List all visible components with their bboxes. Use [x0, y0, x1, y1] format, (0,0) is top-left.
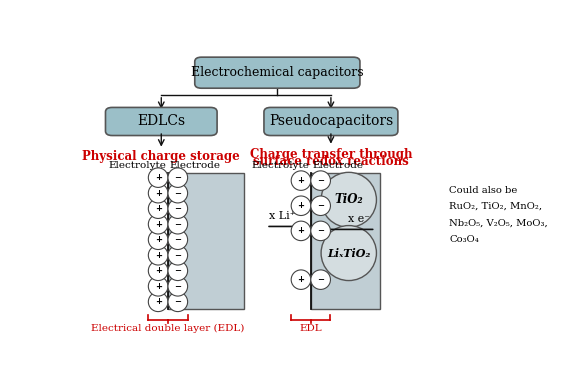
Text: −: − — [317, 275, 324, 284]
Text: +: + — [154, 251, 162, 260]
Text: x e⁻: x e⁻ — [348, 214, 370, 224]
Ellipse shape — [291, 171, 311, 190]
Ellipse shape — [168, 292, 188, 311]
Text: −: − — [175, 297, 181, 306]
Ellipse shape — [321, 172, 377, 227]
Ellipse shape — [149, 230, 168, 250]
Text: EDLCs: EDLCs — [137, 114, 185, 129]
Ellipse shape — [149, 261, 168, 281]
Ellipse shape — [149, 168, 168, 187]
Text: +: + — [297, 275, 305, 284]
Ellipse shape — [321, 225, 377, 281]
FancyBboxPatch shape — [105, 108, 217, 136]
Text: Electrochemical capacitors: Electrochemical capacitors — [191, 66, 363, 79]
Ellipse shape — [149, 245, 168, 265]
Text: +: + — [154, 282, 162, 291]
Text: Physical charge storage: Physical charge storage — [82, 151, 240, 164]
Ellipse shape — [149, 292, 168, 311]
Ellipse shape — [311, 270, 331, 290]
Text: +: + — [154, 204, 162, 213]
Text: +: + — [297, 227, 305, 235]
Text: −: − — [175, 251, 181, 260]
Text: Electrolyte: Electrolyte — [108, 161, 166, 170]
FancyBboxPatch shape — [195, 57, 360, 88]
Text: −: − — [175, 189, 181, 198]
Ellipse shape — [149, 215, 168, 234]
Ellipse shape — [168, 230, 188, 250]
Ellipse shape — [149, 184, 168, 203]
Text: Pseudocapacitors: Pseudocapacitors — [269, 114, 393, 129]
Text: −: − — [175, 220, 181, 229]
Text: −: − — [175, 282, 181, 291]
Ellipse shape — [291, 196, 311, 215]
Ellipse shape — [168, 261, 188, 281]
Text: +: + — [297, 176, 305, 185]
Text: Electrical double layer (EDL): Electrical double layer (EDL) — [91, 324, 245, 333]
Text: +: + — [154, 266, 162, 275]
Text: x Li⁺: x Li⁺ — [268, 211, 295, 221]
Ellipse shape — [168, 276, 188, 296]
Text: Electrolyte: Electrolyte — [251, 161, 309, 170]
Text: LiₓTiO₂: LiₓTiO₂ — [327, 248, 370, 258]
Text: surface redox reactions: surface redox reactions — [253, 156, 409, 169]
Ellipse shape — [149, 199, 168, 218]
Ellipse shape — [311, 171, 331, 190]
Ellipse shape — [168, 245, 188, 265]
Text: Co₃O₄: Co₃O₄ — [449, 235, 479, 243]
Text: −: − — [175, 266, 181, 275]
Text: +: + — [154, 297, 162, 306]
Text: RuO₂, TiO₂, MnO₂,: RuO₂, TiO₂, MnO₂, — [449, 202, 543, 211]
Text: −: − — [175, 235, 181, 244]
Text: −: − — [317, 227, 324, 235]
Ellipse shape — [168, 215, 188, 234]
Text: −: − — [175, 204, 181, 213]
Ellipse shape — [168, 184, 188, 203]
Ellipse shape — [291, 221, 311, 241]
Text: +: + — [154, 173, 162, 182]
Ellipse shape — [311, 221, 331, 241]
Text: EDL: EDL — [300, 324, 322, 333]
Text: Charge transfer through: Charge transfer through — [249, 147, 412, 161]
Text: Electrode: Electrode — [313, 161, 363, 170]
Text: −: − — [317, 201, 324, 210]
Text: +: + — [154, 189, 162, 198]
Text: +: + — [154, 235, 162, 244]
Ellipse shape — [149, 276, 168, 296]
Text: +: + — [154, 220, 162, 229]
Ellipse shape — [168, 168, 188, 187]
Text: −: − — [317, 176, 324, 185]
Bar — [311, 173, 380, 309]
Text: −: − — [175, 173, 181, 182]
Bar — [168, 173, 244, 309]
Ellipse shape — [168, 199, 188, 218]
Text: Could also be: Could also be — [449, 186, 518, 195]
Text: +: + — [297, 201, 305, 210]
Ellipse shape — [311, 196, 331, 215]
Text: TiO₂: TiO₂ — [335, 193, 363, 206]
Text: Electrode: Electrode — [170, 161, 221, 170]
FancyBboxPatch shape — [264, 108, 398, 136]
Ellipse shape — [291, 270, 311, 290]
Text: Nb₂O₅, V₂O₅, MoO₃,: Nb₂O₅, V₂O₅, MoO₃, — [449, 218, 548, 227]
